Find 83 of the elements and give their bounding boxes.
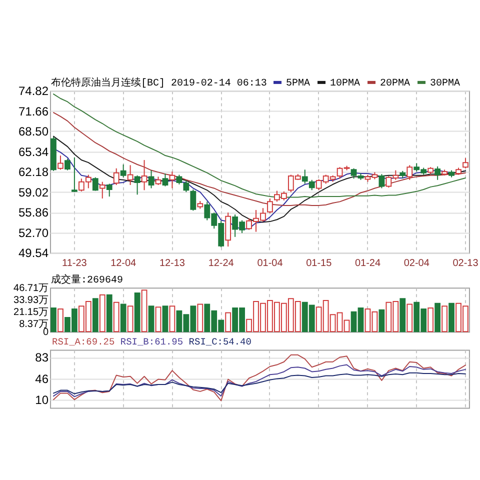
bar <box>197 303 204 332</box>
bar <box>120 303 126 332</box>
candlestick <box>162 172 168 187</box>
bar <box>162 305 168 332</box>
bar <box>58 308 64 332</box>
y-tick-label: 55.86 <box>18 206 49 220</box>
candlestick <box>462 158 468 169</box>
candlestick <box>302 169 308 184</box>
candlestick <box>378 174 385 189</box>
legend-label: 20PMA <box>380 77 410 88</box>
y-tick-label: 52.70 <box>18 226 49 240</box>
chart-title: 成交量:269649 <box>51 273 123 286</box>
legend-label: 10PMA <box>330 77 360 88</box>
text: RSI_C:54.40 <box>188 336 252 348</box>
bar <box>113 302 120 332</box>
y-tick-label: 10 <box>35 393 49 408</box>
candlestick <box>406 164 413 180</box>
candlestick <box>127 164 134 186</box>
y-tick-label: 49.54 <box>18 246 49 260</box>
text: RSI_B:61.95 <box>120 336 184 348</box>
x-tick-label: 01-24 <box>354 258 381 270</box>
line-series <box>53 372 466 395</box>
bar <box>155 306 162 332</box>
x-tick-label: 02-04 <box>404 258 430 270</box>
y-tick-label: 62.18 <box>18 165 49 180</box>
x-tick-label: 11-23 <box>62 258 88 270</box>
bar <box>50 307 56 332</box>
bar <box>400 298 406 332</box>
candlestick <box>308 179 315 191</box>
bar <box>106 294 112 332</box>
bar <box>428 307 434 332</box>
x-tick-label: 01-04 <box>257 258 284 270</box>
candlestick <box>113 168 120 186</box>
line-series <box>53 136 466 223</box>
candlestick <box>106 183 112 198</box>
bar <box>141 289 148 332</box>
bar <box>442 305 448 332</box>
x-tick-label: 12-24 <box>208 258 234 270</box>
x-tick-label: 01-15 <box>306 258 332 270</box>
legend-label: 30PMA <box>430 77 460 88</box>
x-tick-label: 02-13 <box>452 258 479 270</box>
candlestick <box>267 198 273 214</box>
bar <box>127 305 134 332</box>
y-tick-label: 68.50 <box>18 124 49 139</box>
bar <box>99 294 106 332</box>
candlestick <box>120 164 126 178</box>
bar <box>406 303 413 332</box>
y-tick-label: 83 <box>35 351 49 366</box>
candlestick <box>141 160 148 191</box>
bar <box>448 302 454 332</box>
candlestick <box>169 171 176 189</box>
candlestick <box>92 176 98 192</box>
candlestick <box>225 212 232 248</box>
y-tick-label: 74.82 <box>18 84 49 98</box>
bar <box>225 312 232 332</box>
y-tick-label: 46 <box>35 372 49 386</box>
line-series <box>53 354 466 402</box>
legend-label: 5PMA <box>286 77 310 88</box>
candlestick <box>148 170 154 189</box>
candlestick <box>72 156 78 193</box>
y-tick-label: 71.66 <box>18 104 49 118</box>
text: RSI_A:69.25 <box>52 336 115 348</box>
bar <box>92 298 98 332</box>
y-tick-label: 59.02 <box>18 185 49 200</box>
y-tick-label: 33.93万 <box>14 294 49 306</box>
bar <box>378 309 385 332</box>
y-tick-label: 21.15万 <box>14 306 49 318</box>
y-tick-label: 65.34 <box>18 144 49 159</box>
x-tick-label: 12-04 <box>110 258 137 270</box>
bar <box>434 302 440 332</box>
bar <box>169 305 176 332</box>
candlestick <box>190 189 196 212</box>
bar <box>134 292 140 332</box>
candlestick <box>99 181 106 199</box>
candlestick <box>64 158 70 171</box>
candlestick <box>434 166 441 180</box>
y-tick-label: 46.71万 <box>14 282 49 294</box>
x-tick-label: 12-13 <box>159 258 186 270</box>
line-series <box>53 364 466 398</box>
chart-title: 布伦特原油当月连续[BC] 2019-02-14 06:13 <box>51 76 267 89</box>
bar <box>148 305 154 332</box>
candlestick <box>134 174 140 196</box>
candlestick <box>58 155 64 170</box>
